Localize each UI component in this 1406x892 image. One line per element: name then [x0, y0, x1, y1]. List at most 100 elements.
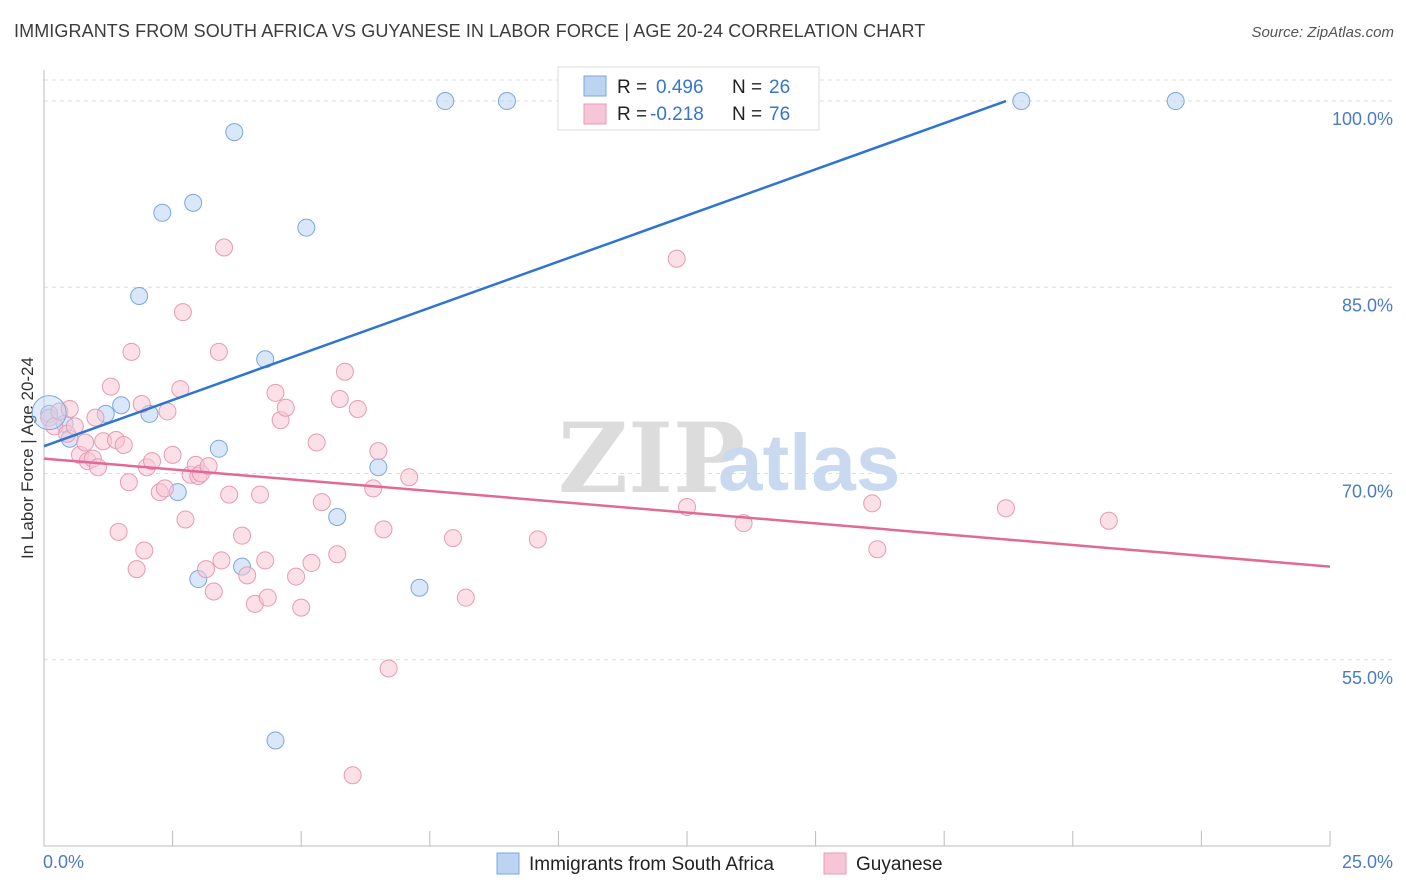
legend-n-value-1: 26: [769, 77, 790, 98]
point-series1-58: [335, 362, 354, 381]
point-series1-56: [328, 545, 347, 564]
point-series1-63: [374, 520, 393, 539]
point-series1-59: [343, 766, 362, 785]
point-series1-20: [132, 394, 151, 413]
point-series0-12: [225, 123, 244, 142]
point-series1-48: [266, 383, 285, 402]
point-series1-57: [330, 390, 349, 409]
point-series1-41: [220, 485, 239, 504]
point-series0-15: [266, 731, 285, 750]
point-series0-21: [497, 92, 516, 111]
point-series0-11: [209, 439, 228, 458]
point-series0-18: [369, 458, 388, 477]
point-series1-40: [215, 238, 234, 257]
point-series1-65: [400, 468, 419, 487]
point-series1-19: [127, 560, 146, 579]
y-tick-labels: 100.0% 85.0% 70.0% 55.0%: [1332, 109, 1393, 688]
series-legend-swatch-south-africa: [496, 852, 520, 875]
point-series0-7: [153, 203, 172, 222]
point-series0-20: [436, 92, 455, 111]
legend-r-value-1: 0.496: [656, 77, 704, 98]
point-series1-73: [868, 540, 887, 559]
point-series1-66: [443, 529, 462, 548]
point-series1-26: [158, 402, 177, 421]
watermark-zip: ZIP: [558, 402, 745, 515]
legend-swatch-guyanese: [583, 103, 607, 125]
point-series1-23: [143, 452, 162, 471]
legend-r-value-2: -0.218: [650, 104, 704, 125]
point-series1-42: [233, 526, 252, 545]
data-points: [31, 92, 1185, 785]
point-series1-7: [76, 433, 95, 452]
legend-swatch-south-africa: [583, 75, 607, 97]
point-series1-46: [256, 551, 275, 570]
point-series1-13: [101, 377, 120, 396]
y-tick-label-3: 55.0%: [1342, 668, 1393, 688]
point-series1-74: [996, 499, 1015, 518]
watermark: ZIP atlas: [558, 402, 900, 515]
chart-title: IMMIGRANTS FROM SOUTH AFRICA VS GUYANESE…: [14, 21, 926, 41]
watermark-atlas: atlas: [718, 418, 900, 507]
point-series1-61: [364, 479, 383, 498]
point-series1-64: [379, 659, 398, 678]
x-ticks: [43, 831, 1331, 846]
point-series1-52: [292, 598, 311, 617]
y-tick-label-1: 85.0%: [1342, 295, 1393, 315]
point-series1-68: [528, 530, 547, 549]
point-series1-21: [135, 541, 154, 560]
point-series1-50: [276, 398, 295, 417]
point-series1-36: [199, 457, 218, 476]
x-tick-label-max: 25.0%: [1342, 852, 1393, 872]
point-series0-19: [410, 578, 429, 597]
chart-source: Source: ZipAtlas.com: [1251, 24, 1394, 41]
point-series1-11: [89, 458, 108, 477]
trend-line-series0: [43, 99, 1007, 448]
point-series0-5: [130, 286, 149, 305]
series-legend-label-guyanese: Guyanese: [856, 854, 943, 875]
point-series1-35: [197, 560, 216, 579]
legend-r-label-1: R =: [617, 77, 647, 98]
point-series1-75: [1099, 511, 1118, 530]
point-series1-53: [302, 553, 321, 572]
trend-line-series1: [43, 457, 1331, 568]
point-series0-25: [1166, 92, 1185, 111]
point-series0-16: [297, 218, 316, 237]
series-legend: Immigrants from South Africa Guyanese: [496, 852, 943, 875]
y-tick-label-0: 100.0%: [1332, 109, 1393, 129]
point-series1-27: [163, 445, 182, 464]
point-series1-17: [119, 473, 138, 492]
legend-n-value-2: 76: [769, 104, 790, 125]
point-series1-4: [60, 399, 79, 418]
point-series0-24: [1012, 92, 1031, 111]
point-series1-18: [122, 342, 141, 361]
point-series1-51: [287, 567, 306, 586]
point-series1-30: [176, 510, 195, 529]
point-series1-16: [114, 435, 133, 454]
point-series1-60: [348, 399, 367, 418]
point-series0-17: [328, 507, 347, 526]
point-series1-29: [173, 303, 192, 322]
point-series1-45: [251, 485, 270, 504]
point-series1-37: [204, 582, 223, 601]
legend-n-label-2: N =: [732, 104, 762, 125]
point-series1-39: [212, 551, 231, 570]
point-cluster-origin: [31, 395, 67, 431]
y-tick-label-2: 70.0%: [1342, 482, 1393, 502]
point-series1-67: [456, 588, 475, 607]
point-series0-9: [184, 193, 203, 212]
y-axis-title: In Labor Force | Age 20-24: [18, 357, 37, 559]
point-series0-4: [112, 396, 131, 415]
legend-n-label-1: N =: [732, 77, 762, 98]
point-series1-47: [258, 588, 277, 607]
legend-r-label-2: R =: [617, 104, 647, 125]
correlation-legend: R = 0.496 N = 26 R = -0.218 N = 76: [557, 66, 820, 131]
point-series1-62: [369, 442, 388, 461]
point-series1-25: [155, 479, 174, 498]
trend-lines: [43, 99, 1331, 568]
point-series1-43: [238, 566, 257, 585]
point-series1-38: [209, 342, 228, 361]
point-series1-10: [86, 408, 105, 427]
series-legend-swatch-guyanese: [823, 852, 847, 875]
point-series1-15: [109, 522, 128, 541]
